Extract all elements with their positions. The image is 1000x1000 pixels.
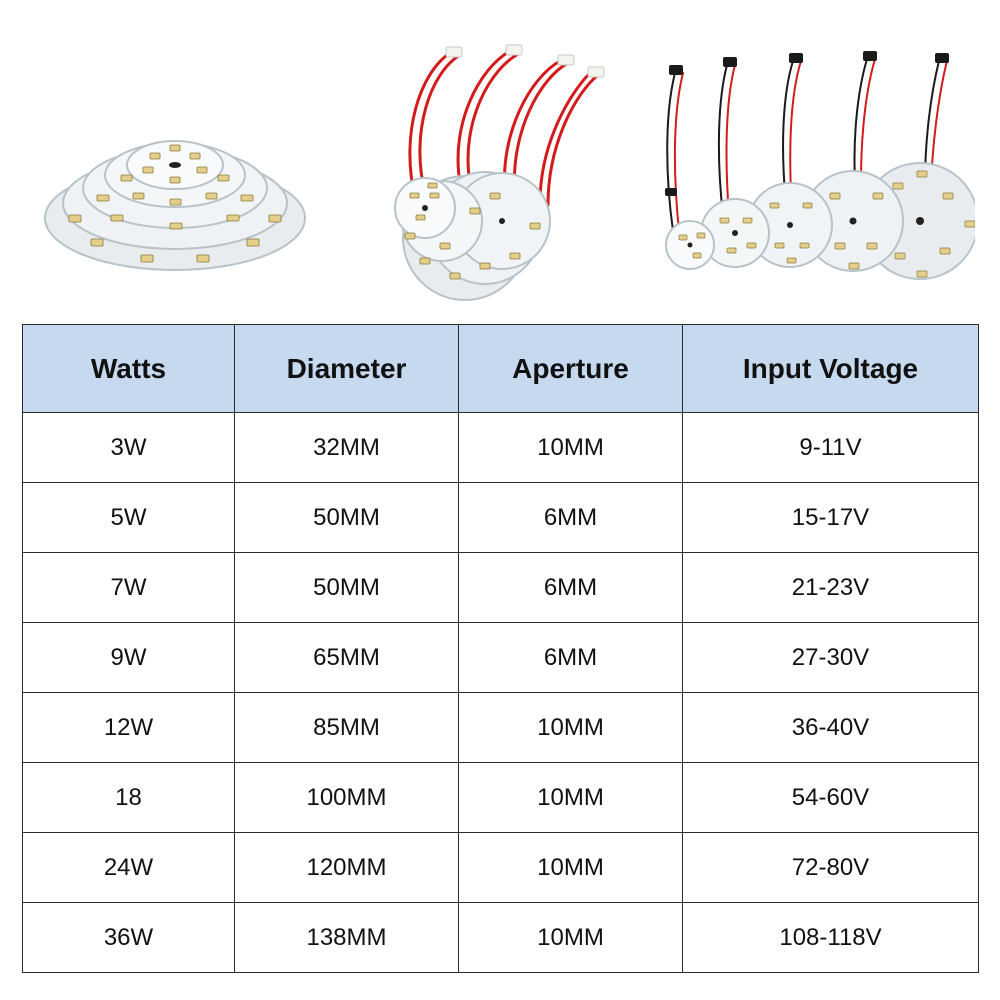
cell: 9W	[23, 623, 235, 693]
cell: 10MM	[459, 763, 683, 833]
product-image-redwires	[330, 43, 630, 303]
cell: 10MM	[459, 413, 683, 483]
table-row: 3W 32MM 10MM 9-11V	[23, 413, 979, 483]
table-row: 18 100MM 10MM 54-60V	[23, 763, 979, 833]
cell: 10MM	[459, 903, 683, 973]
product-image-stacked	[25, 43, 325, 303]
cell: 100MM	[235, 763, 459, 833]
cell: 36-40V	[683, 693, 979, 763]
product-image-blackwires	[635, 43, 975, 303]
cell: 138MM	[235, 903, 459, 973]
cell: 6MM	[459, 623, 683, 693]
spec-table: Watts Diameter Aperture Input Voltage 3W…	[22, 324, 979, 973]
col-header-voltage: Input Voltage	[683, 325, 979, 413]
cell: 6MM	[459, 553, 683, 623]
cell: 10MM	[459, 833, 683, 903]
table-body: 3W 32MM 10MM 9-11V 5W 50MM 6MM 15-17V 7W…	[23, 413, 979, 973]
product-images-row	[22, 22, 978, 324]
table-row: 5W 50MM 6MM 15-17V	[23, 483, 979, 553]
col-header-diameter: Diameter	[235, 325, 459, 413]
table-row: 7W 50MM 6MM 21-23V	[23, 553, 979, 623]
cell: 32MM	[235, 413, 459, 483]
cell: 10MM	[459, 693, 683, 763]
cell: 5W	[23, 483, 235, 553]
cell: 36W	[23, 903, 235, 973]
cell: 120MM	[235, 833, 459, 903]
cell: 12W	[23, 693, 235, 763]
col-header-watts: Watts	[23, 325, 235, 413]
cell: 6MM	[459, 483, 683, 553]
cell: 50MM	[235, 483, 459, 553]
cell: 85MM	[235, 693, 459, 763]
col-header-aperture: Aperture	[459, 325, 683, 413]
cell: 3W	[23, 413, 235, 483]
cell: 65MM	[235, 623, 459, 693]
cell: 24W	[23, 833, 235, 903]
table-header-row: Watts Diameter Aperture Input Voltage	[23, 325, 979, 413]
cell: 15-17V	[683, 483, 979, 553]
cell: 54-60V	[683, 763, 979, 833]
cell: 7W	[23, 553, 235, 623]
cell: 27-30V	[683, 623, 979, 693]
table-row: 24W 120MM 10MM 72-80V	[23, 833, 979, 903]
cell: 50MM	[235, 553, 459, 623]
table-row: 12W 85MM 10MM 36-40V	[23, 693, 979, 763]
spec-table-wrap: Watts Diameter Aperture Input Voltage 3W…	[22, 324, 978, 973]
cell: 21-23V	[683, 553, 979, 623]
table-row: 36W 138MM 10MM 108-118V	[23, 903, 979, 973]
cell: 72-80V	[683, 833, 979, 903]
cell: 18	[23, 763, 235, 833]
cell: 9-11V	[683, 413, 979, 483]
cell: 108-118V	[683, 903, 979, 973]
table-row: 9W 65MM 6MM 27-30V	[23, 623, 979, 693]
